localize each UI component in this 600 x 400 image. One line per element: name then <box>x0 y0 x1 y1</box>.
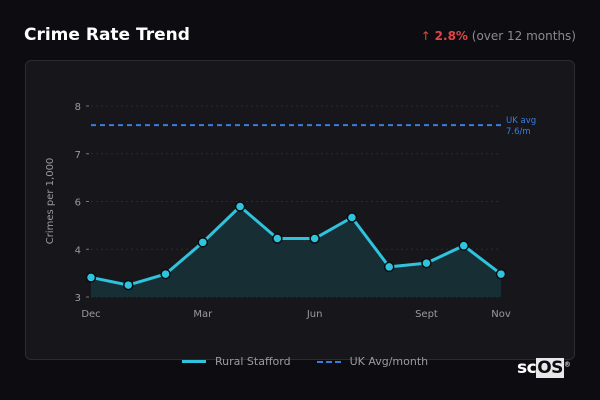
x-tick-label: Mar <box>193 309 213 320</box>
legend-swatch-series <box>182 360 206 363</box>
series-line <box>90 205 502 287</box>
x-tick-label: Nov <box>491 309 511 320</box>
data-point <box>383 261 395 273</box>
trend-change: ↑ 2.8% (over 12 months) <box>421 29 576 43</box>
change-percent: 2.8% <box>434 29 468 43</box>
data-point <box>495 268 507 280</box>
y-tick-label: 8 <box>75 102 81 113</box>
data-point <box>458 240 469 251</box>
data-point <box>234 201 246 212</box>
change-period: (over 12 months) <box>471 29 576 43</box>
legend-swatch-reference <box>316 360 341 363</box>
page-title: Crime Rate Trend <box>24 25 190 45</box>
legend-label-series[interactable]: Rural Stafford <box>215 355 291 368</box>
legend: Rural Stafford UK Avg/month <box>182 355 428 368</box>
up-arrow-icon: ↑ <box>420 29 431 43</box>
data-point <box>160 268 171 280</box>
y-axis-label: Crimes per 1,000 <box>45 158 56 245</box>
reference-value-label: 7.6/m <box>506 127 531 137</box>
data-point <box>197 237 209 248</box>
y-tick-label: 7 <box>75 150 81 161</box>
y-tick-label: 6 <box>75 198 81 209</box>
data-point <box>85 272 97 283</box>
data-point <box>309 233 320 244</box>
area-fill <box>91 206 501 297</box>
legend-label-reference[interactable]: UK Avg/month <box>349 355 429 368</box>
scos-logo: scOS® <box>517 358 571 378</box>
y-tick-label: 4 <box>75 245 81 256</box>
y-tick-label: 3 <box>75 293 81 304</box>
data-point <box>421 257 432 269</box>
x-tick-label: Dec <box>81 309 100 320</box>
data-point <box>346 212 358 223</box>
x-tick-label: Jun <box>306 309 323 320</box>
chart-card <box>25 60 575 360</box>
data-point <box>272 233 283 244</box>
x-tick-label: Sept <box>415 309 438 320</box>
data-point <box>123 279 134 291</box>
reference-label: UK avg <box>506 116 536 126</box>
